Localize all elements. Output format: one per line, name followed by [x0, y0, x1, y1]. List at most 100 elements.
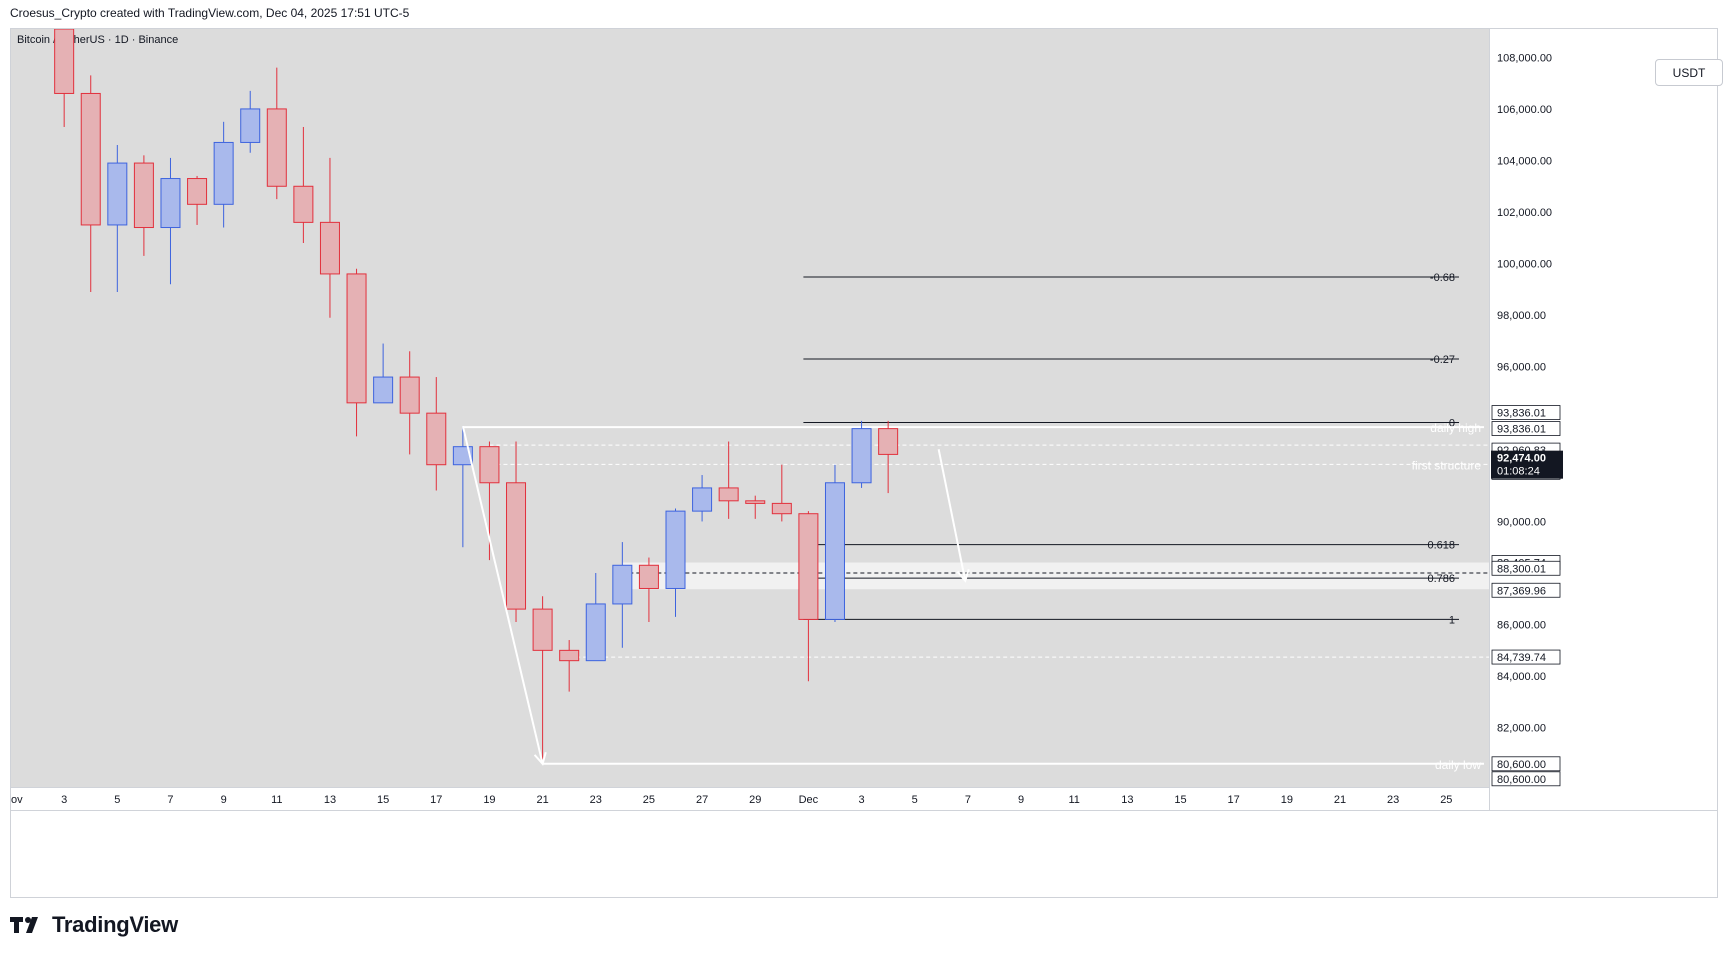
- x-tick-label-2: 5: [114, 794, 120, 806]
- fib-label-5: 1: [1449, 614, 1455, 626]
- candle-body-2[interactable]: [107, 162, 128, 226]
- candle-body-23[interactable]: [665, 510, 686, 589]
- candle-body-20[interactable]: [585, 603, 606, 662]
- arrow-head-0: [533, 751, 547, 766]
- candle-body-21[interactable]: [612, 564, 633, 605]
- chart-title: Bitcoin / TetherUS · 1D · Binance: [17, 34, 178, 46]
- x-tick-label-11: 23: [590, 794, 602, 806]
- candle-body-28[interactable]: [798, 513, 819, 620]
- candle-body-30[interactable]: [851, 428, 872, 484]
- candle-body-26[interactable]: [745, 500, 766, 504]
- y-tick-label-2: 104,000.00: [1497, 155, 1552, 167]
- price-label-7: 87,369.96: [1497, 585, 1546, 597]
- y-tick-label-5: 98,000.00: [1497, 310, 1546, 322]
- x-tick-label-1: 3: [61, 794, 67, 806]
- countdown-label: 01:08:24: [1497, 466, 1540, 478]
- candle-body-18[interactable]: [532, 608, 553, 651]
- y-tick-label-6: 96,000.00: [1497, 362, 1546, 374]
- x-tick-label-27: 25: [1440, 794, 1452, 806]
- candle-body-4[interactable]: [160, 178, 181, 229]
- x-tick-label-8: 17: [430, 794, 442, 806]
- candle-body-29[interactable]: [824, 482, 845, 620]
- x-tick-label-6: 13: [324, 794, 336, 806]
- x-tick-label-0: ov: [11, 794, 23, 806]
- candle-body-25[interactable]: [718, 487, 739, 502]
- x-tick-label-12: 25: [643, 794, 655, 806]
- candle-body-19[interactable]: [559, 649, 580, 662]
- arrow-head-1: [956, 568, 970, 583]
- price-label-box-10: [1491, 771, 1561, 787]
- price-label-9: 80,600.00: [1497, 759, 1546, 771]
- candle-body-9[interactable]: [293, 185, 314, 223]
- candle-body-0[interactable]: [54, 29, 75, 94]
- candle-body-16[interactable]: [479, 446, 500, 484]
- y-tick-label-1: 106,000.00: [1497, 104, 1552, 116]
- currency-button[interactable]: USDT: [1655, 59, 1723, 86]
- price-label-0: 93,836.01: [1497, 408, 1546, 420]
- y-tick-label-9: 84,000.00: [1497, 671, 1546, 683]
- annotation-label-1: first structure: [1412, 458, 1482, 472]
- x-tick-label-10: 21: [536, 794, 548, 806]
- candle-body-5[interactable]: [187, 178, 208, 205]
- current-price-box: [1491, 450, 1563, 479]
- candle-body-22[interactable]: [638, 564, 659, 589]
- price-label-box-6: [1491, 560, 1561, 576]
- price-label-8: 84,739.74: [1497, 652, 1546, 664]
- candle-body-6[interactable]: [213, 141, 234, 205]
- candle-body-17[interactable]: [506, 482, 527, 610]
- fib-label-3: 0.618: [1427, 540, 1455, 552]
- y-tick-label-3: 102,000.00: [1497, 207, 1552, 219]
- candle-body-15[interactable]: [452, 446, 473, 466]
- y-tick-label-8: 86,000.00: [1497, 620, 1546, 632]
- x-tick-label-24: 19: [1281, 794, 1293, 806]
- candle-body-8[interactable]: [266, 108, 287, 187]
- candle-body-24[interactable]: [692, 487, 713, 512]
- price-label-1: 93,836.01: [1497, 424, 1546, 436]
- price-label-box-1: [1491, 421, 1561, 436]
- price-label-6: 88,300.01: [1497, 563, 1546, 575]
- time-axis[interactable]: [11, 787, 1489, 810]
- x-tick-label-5: 11: [271, 794, 282, 806]
- candle-body-27[interactable]: [771, 502, 792, 515]
- candle-body-10[interactable]: [319, 221, 340, 275]
- x-tick-label-22: 15: [1174, 794, 1186, 806]
- x-tick-label-15: Dec: [799, 794, 819, 806]
- fib-label-0: -0.68: [1430, 272, 1455, 284]
- fib-label-2: 0: [1449, 418, 1455, 430]
- candle-body-3[interactable]: [133, 162, 154, 229]
- fib-label-4: 0.786: [1427, 573, 1455, 585]
- candle-body-1[interactable]: [80, 92, 101, 226]
- candle-body-13[interactable]: [399, 376, 420, 414]
- x-tick-label-13: 27: [696, 794, 708, 806]
- x-tick-label-9: 19: [483, 794, 495, 806]
- annotation-label-2: daily low: [1435, 758, 1481, 772]
- candle-body-12[interactable]: [373, 376, 394, 404]
- tradingview-logo: TradingView: [10, 912, 178, 938]
- price-label-box-8: [1491, 649, 1561, 665]
- y-tick-label-10: 82,000.00: [1497, 723, 1546, 735]
- x-tick-label-17: 5: [912, 794, 918, 806]
- x-tick-label-16: 3: [858, 794, 864, 806]
- x-tick-label-20: 11: [1068, 794, 1079, 806]
- price-label-box-0: [1491, 405, 1561, 420]
- x-tick-label-21: 13: [1121, 794, 1133, 806]
- tradingview-logo-text: TradingView: [52, 912, 178, 937]
- candlestick-chart[interactable]: Bitcoin / TetherUS · 1D · Binance -0.68 -0…: [11, 29, 1717, 897]
- candle-body-7[interactable]: [240, 108, 261, 143]
- x-tick-label-3: 7: [167, 794, 173, 806]
- current-price-label: 92,474.00: [1497, 453, 1546, 465]
- candle-body-14[interactable]: [426, 412, 447, 466]
- candle-body-11[interactable]: [346, 273, 367, 404]
- annotation-label-0: daily high: [1430, 421, 1481, 435]
- chart-area[interactable]: Bitcoin / TetherUS · 1D · Binance -0.68 -0…: [10, 28, 1723, 898]
- candle-body-31[interactable]: [878, 428, 899, 455]
- x-tick-label-18: 7: [965, 794, 971, 806]
- x-tick-label-26: 23: [1387, 794, 1399, 806]
- x-tick-label-23: 17: [1228, 794, 1240, 806]
- x-tick-label-19: 9: [1018, 794, 1024, 806]
- tradingview-logo-icon: [10, 917, 38, 933]
- x-tick-label-25: 21: [1334, 794, 1346, 806]
- y-tick-label-7: 90,000.00: [1497, 516, 1546, 528]
- y-tick-label-0: 108,000.00: [1497, 52, 1552, 64]
- x-tick-label-7: 15: [377, 794, 389, 806]
